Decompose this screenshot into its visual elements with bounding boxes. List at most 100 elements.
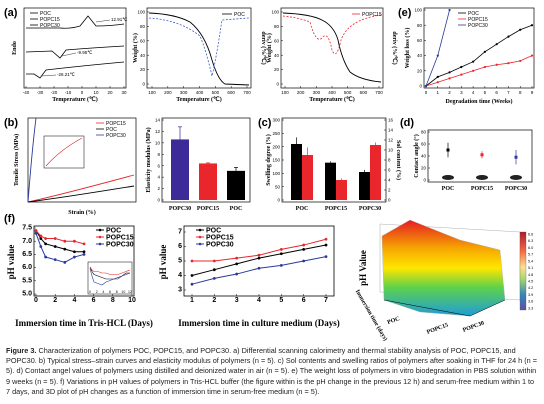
d-yticks: 0 20 40 60 80: [421, 130, 430, 183]
a2-yticks: 100 80 60 40 20 0: [137, 10, 149, 87]
f1-xtick-1: 2: [53, 297, 57, 304]
f1-inset-xtick-6: 12: [128, 290, 132, 294]
f2-point-0-0: [190, 274, 194, 277]
d-point-2: [514, 155, 518, 159]
a2-xtick-5: 600: [227, 90, 235, 95]
c2-ytick-3: 6: [388, 168, 391, 173]
f3-base-edge: [383, 299, 471, 317]
c-bar-swelling-0: [291, 144, 302, 200]
a3-series-weight: [282, 12, 382, 83]
c2-ytick-4: 8: [388, 158, 391, 163]
b2-bar-2: [227, 170, 245, 200]
a1-ann-1: -9.95℃: [77, 50, 93, 55]
b1-legend: POPC15 POC POPC30: [96, 121, 126, 139]
f3-cat-0: POC: [387, 316, 401, 326]
b2-frame: [161, 117, 251, 203]
f3-cbar-tick-6: 4.8: [528, 273, 533, 277]
a2-ytick-4: 20: [140, 67, 146, 72]
d-droplet-0: [442, 175, 454, 180]
b2-ytick-0: 0: [157, 198, 160, 203]
d-points: [442, 142, 522, 180]
f2-xlabel: Immersion time in culture medium (Days): [178, 318, 340, 328]
b1-legend-2: POPC30: [106, 133, 126, 139]
a3-xticks: 100 200 300 400 500 600 700: [281, 86, 383, 95]
f2-ytick-1: 4: [178, 272, 182, 279]
f2-xtick-4: 5: [279, 297, 283, 304]
f2-point-1-0: [190, 259, 194, 263]
c-bar-sol-1: [336, 180, 347, 200]
a3-legend-0: POPC15: [362, 12, 382, 18]
caption-text: Characterization of polymers POC, POPC15…: [6, 346, 538, 396]
caption-label: Figure 3.: [6, 346, 37, 355]
f1-xtick-5: 10: [128, 297, 136, 304]
f1-inset-xtick-0: 0: [89, 290, 91, 294]
a3-xtick-3: 400: [328, 90, 336, 95]
b2-cat-0: POPC30: [169, 206, 191, 212]
a1-series-popc15: [25, 45, 125, 59]
e-xtick-0: 0: [425, 90, 428, 95]
chart-e-weight-loss: Degradation time (Weeks) Weight loss (%)…: [404, 8, 535, 105]
a1-xtick-6: 20: [107, 90, 113, 95]
f2-xtick-3: 4: [257, 297, 261, 304]
f2-point-2-1: [212, 277, 216, 280]
panel-label-d: (d): [400, 117, 414, 129]
a1-xticks: -40 -30 -20 -10 0 10 20 30: [23, 86, 127, 95]
a2-xlabel: Temperature (℃): [176, 96, 222, 103]
f1-point-0-4: [63, 247, 67, 251]
f3-zlabel: pH Value: [358, 250, 368, 286]
c-ytick-5: 250: [272, 131, 280, 136]
d-categories: POC POPC15 POPC30: [442, 186, 528, 192]
e-point-1-5: [483, 65, 486, 69]
f3-cbar-tick-11: 3.3: [528, 306, 533, 310]
f2-series: [190, 237, 328, 286]
f1-xtick-0: 0: [34, 297, 38, 304]
f2-point-1-4: [279, 248, 283, 251]
a1-legend-0: POC: [40, 11, 51, 17]
b2-ylabel: Elasticity modulus (MPa): [145, 127, 152, 192]
d-ytick-4: 80: [421, 130, 427, 135]
f2-point-0-4: [279, 252, 283, 256]
a1-xlabel: Temperature (℃): [52, 96, 98, 103]
e-xticks: 0 1 2 3 4 5 6 7 8 9: [425, 86, 534, 95]
b2-cat-2: POC: [230, 206, 243, 212]
c2-ytick-8: 16: [388, 118, 394, 123]
c-yticks: 0 50 100 150 200 250 300: [272, 118, 284, 203]
d-point-1: [480, 153, 484, 157]
f1-inset-xtick-1: 2: [96, 290, 98, 294]
b2-ytick-1: 2: [157, 186, 160, 191]
c-ytick-2: 100: [272, 171, 280, 176]
e-line-2: [425, 9, 450, 87]
f3-colorbar-ticks: 6.6 6.3 6.0 5.7 5.4 5.1 4.8 4.5 4.2 3.9 3.6 3.3: [528, 232, 533, 310]
b2-ytick-4: 8: [157, 152, 160, 157]
f3-cbar-tick-5: 5.1: [528, 266, 533, 270]
f2-ytick-3: 6: [178, 243, 182, 250]
a2-series-deriv: [148, 17, 250, 77]
f2-point-1-6: [324, 237, 328, 241]
chart-f1-ph-tris: Immersion time in Tris-HCL (Days) pH val…: [6, 225, 153, 328]
a3-ytick-5: 0: [276, 82, 279, 87]
chart-b2-modulus: Elasticity modulus (MPa) 0 2 4 6 8 10 12 14 POP…: [145, 117, 251, 212]
f2-point-2-2: [235, 272, 239, 276]
a2-ytick-5: 0: [142, 82, 145, 87]
d-point-0: [446, 148, 450, 152]
b2-bars: [171, 126, 245, 200]
f3-cbar-tick-7: 4.5: [528, 279, 533, 283]
c2-ytick-2: 4: [388, 178, 391, 183]
f3-cbar-tick-2: 6.0: [528, 246, 533, 250]
b1-ylabel: Tensile Stress (MPa): [13, 134, 20, 186]
f1-point-0-2: [44, 242, 47, 246]
figure-caption: Figure 3. Characterization of polymers P…: [6, 346, 540, 397]
f1-point-2-0: [34, 231, 38, 235]
f3-cbar-tick-9: 3.9: [528, 293, 533, 297]
f1-ytick-2: 6.0: [22, 264, 32, 271]
f3-cbar-tick-3: 5.7: [528, 253, 533, 257]
c-categories: POC POPC15 POPC30: [296, 206, 382, 212]
e-point-2-1: [436, 54, 439, 57]
a1-xtick-4: 0: [81, 90, 84, 95]
f1-point-2-1: [39, 245, 43, 248]
chart-d-contact-angle: Contact angle (°) 0 20 40 60 80 POC POPC15 POP…: [413, 130, 533, 192]
f1-point-2-6: [82, 253, 86, 256]
a1-ann-line-0: [95, 19, 111, 23]
c2-ytick-5: 10: [388, 148, 394, 153]
